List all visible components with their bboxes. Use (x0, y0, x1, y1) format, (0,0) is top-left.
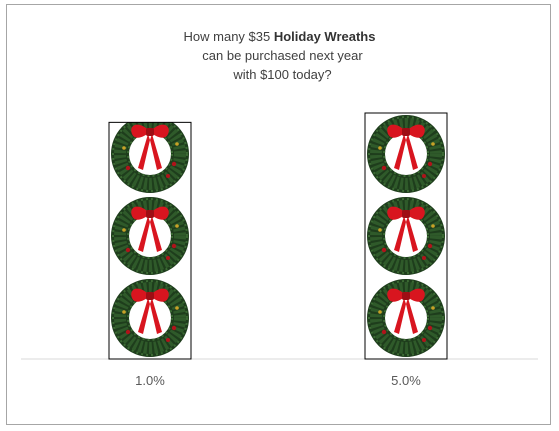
wreath-icon (113, 117, 187, 191)
chart-title: How many $35 Holiday Wreaths can be purc… (7, 27, 552, 84)
wreath-icon (369, 199, 443, 273)
wreath-icon (369, 281, 443, 355)
chart-title-line-3: with $100 today? (233, 67, 332, 82)
wreath-icon (113, 281, 187, 355)
wreath-icon (369, 117, 443, 191)
bar-outline (364, 112, 448, 360)
chart-title-emphasis: Holiday Wreaths (273, 29, 376, 44)
wreath-icon (113, 199, 187, 273)
x-tick-labels: 1.0% 5.0% (135, 373, 421, 388)
chart-title-prefix: How many $35 (183, 29, 274, 44)
bar-50 (364, 112, 448, 360)
chart-title-line-1: How many $35 Holiday Wreaths (7, 27, 552, 46)
x-tick-label: 5.0% (391, 373, 421, 388)
x-tick-label: 1.0% (135, 373, 165, 388)
bars-layer (108, 112, 448, 360)
chart-frame: How many $35 Holiday Wreaths can be purc… (6, 4, 551, 425)
chart-title-line-2: can be purchased next year (202, 48, 363, 63)
bar-10 (108, 117, 192, 360)
bar-outline (108, 121, 192, 360)
